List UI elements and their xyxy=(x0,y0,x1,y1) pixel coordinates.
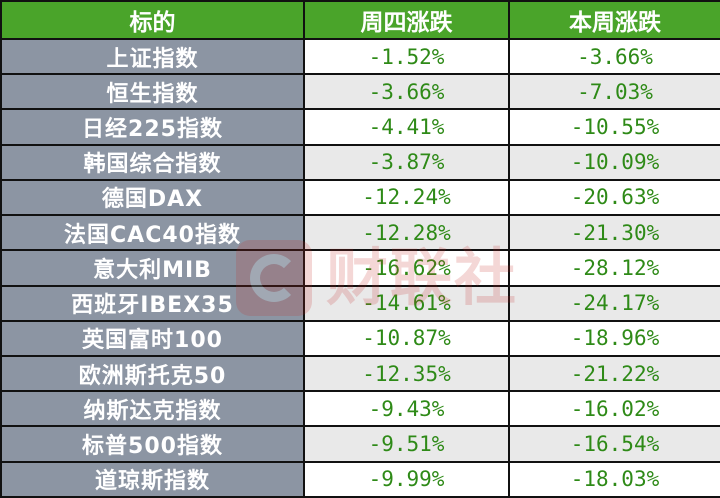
table-row: 英国富时100 -10.87% -18.96% xyxy=(0,319,720,357)
table-row: 意大利MIB -16.62% -28.12% xyxy=(0,249,720,287)
instrument-name-cell: 意大利MIB xyxy=(0,249,305,287)
table-row: 西班牙IBEX35 -14.61% -24.17% xyxy=(0,284,720,322)
thursday-change-cell: -9.51% xyxy=(303,425,510,463)
instrument-name-cell: 纳斯达克指数 xyxy=(0,390,305,428)
instrument-name-cell: 法国CAC40指数 xyxy=(0,214,305,252)
thursday-change-cell: -12.28% xyxy=(303,214,510,252)
table-row: 纳斯达克指数 -9.43% -16.02% xyxy=(0,390,720,428)
table-row: 法国CAC40指数 -12.28% -21.30% xyxy=(0,214,720,252)
thursday-change-cell: -1.52% xyxy=(303,37,510,76)
thursday-change-cell: -9.99% xyxy=(303,460,510,498)
week-change-cell: -10.55% xyxy=(508,108,720,146)
week-change-cell: -3.66% xyxy=(508,37,720,76)
header-row: 标的 周四涨跌 本周涨跌 xyxy=(0,0,720,40)
instrument-name-cell: 英国富时100 xyxy=(0,319,305,357)
table-row: 欧洲斯托克50 -12.35% -21.22% xyxy=(0,354,720,393)
instrument-name-cell: 恒生指数 xyxy=(0,73,305,111)
table-row: 道琼斯指数 -9.99% -18.03% xyxy=(0,460,720,498)
header-instrument: 标的 xyxy=(0,0,305,40)
thursday-change-cell: -10.87% xyxy=(303,319,510,357)
week-change-cell: -24.17% xyxy=(508,284,720,322)
table-row: 标普500指数 -9.51% -16.54% xyxy=(0,425,720,463)
table-row: 德国DAX -12.24% -20.63% xyxy=(0,178,720,217)
thursday-change-cell: -9.43% xyxy=(303,390,510,428)
instrument-name-cell: 日经225指数 xyxy=(0,108,305,146)
instrument-name-cell: 道琼斯指数 xyxy=(0,460,305,498)
table-row: 恒生指数 -3.66% -7.03% xyxy=(0,73,720,111)
week-change-cell: -18.96% xyxy=(508,319,720,357)
table-row: 韩国综合指数 -3.87% -10.09% xyxy=(0,143,720,181)
table-row: 日经225指数 -4.41% -10.55% xyxy=(0,108,720,146)
instrument-name-cell: 上证指数 xyxy=(0,37,305,76)
thursday-change-cell: -16.62% xyxy=(303,249,510,287)
thursday-change-cell: -4.41% xyxy=(303,108,510,146)
week-change-cell: -16.02% xyxy=(508,390,720,428)
thursday-change-cell: -3.87% xyxy=(303,143,510,181)
instrument-name-cell: 德国DAX xyxy=(0,178,305,217)
week-change-cell: -21.30% xyxy=(508,214,720,252)
week-change-cell: -7.03% xyxy=(508,73,720,111)
week-change-cell: -18.03% xyxy=(508,460,720,498)
week-change-cell: -21.22% xyxy=(508,354,720,393)
header-week-change: 本周涨跌 xyxy=(508,0,720,40)
header-thursday-change: 周四涨跌 xyxy=(303,0,510,40)
instrument-name-cell: 标普500指数 xyxy=(0,425,305,463)
week-change-cell: -20.63% xyxy=(508,178,720,217)
instrument-name-cell: 西班牙IBEX35 xyxy=(0,284,305,322)
instrument-name-cell: 欧洲斯托克50 xyxy=(0,354,305,393)
table-row: 上证指数 -1.52% -3.66% xyxy=(0,37,720,76)
thursday-change-cell: -12.24% xyxy=(303,178,510,217)
week-change-cell: -10.09% xyxy=(508,143,720,181)
week-change-cell: -28.12% xyxy=(508,249,720,287)
thursday-change-cell: -14.61% xyxy=(303,284,510,322)
thursday-change-cell: -3.66% xyxy=(303,73,510,111)
thursday-change-cell: -12.35% xyxy=(303,354,510,393)
instrument-name-cell: 韩国综合指数 xyxy=(0,143,305,181)
week-change-cell: -16.54% xyxy=(508,425,720,463)
